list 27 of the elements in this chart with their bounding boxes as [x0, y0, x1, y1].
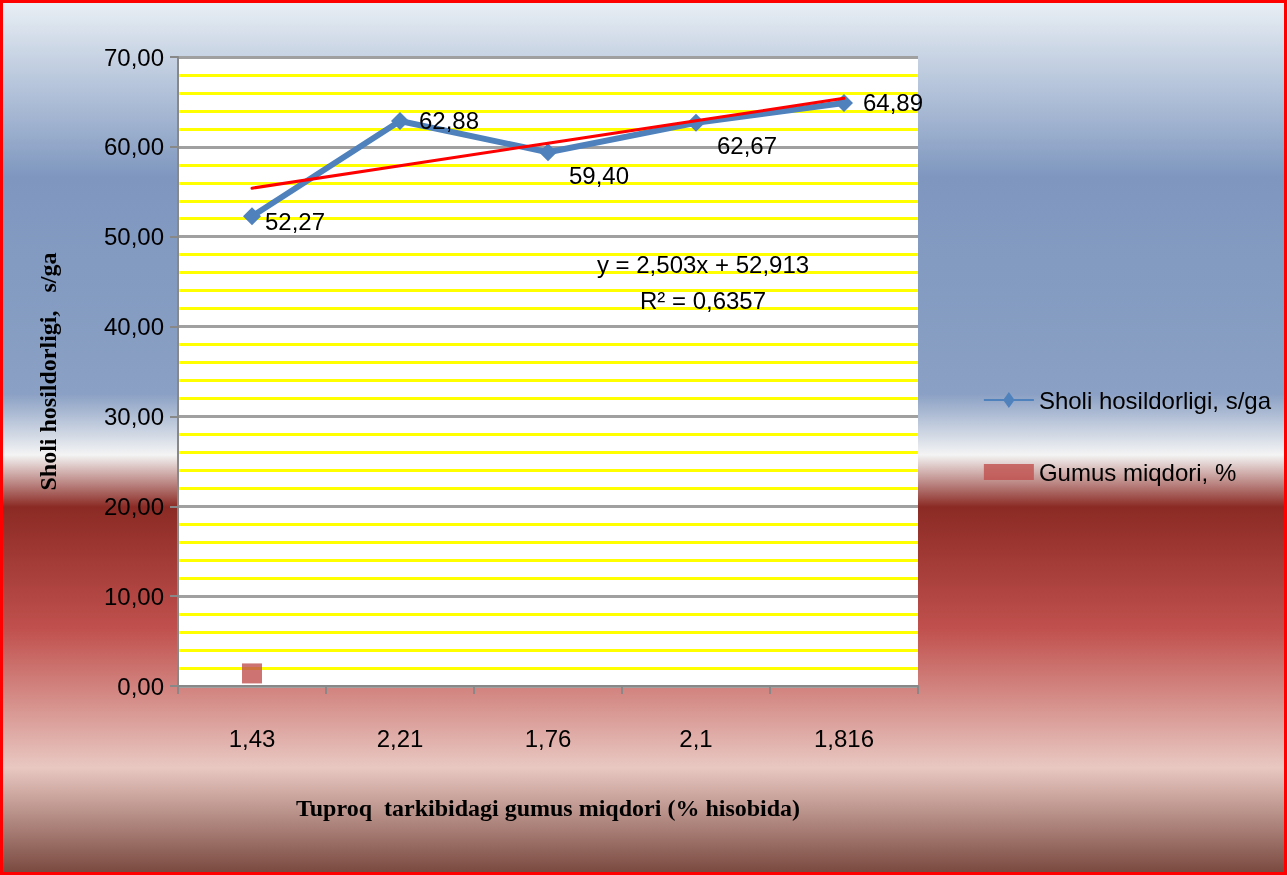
y-tick-label: 20,00: [103, 492, 164, 520]
y-tick-label: 40,00: [103, 313, 164, 341]
x-tick-label: 1,816: [813, 724, 875, 752]
point: [391, 111, 409, 130]
y-tick-label: 70,00: [103, 43, 164, 71]
point: [242, 663, 262, 684]
point: [539, 143, 557, 162]
x-axis-title: Tuproq tarkibidagi gumus miqdori (% hisobida): [295, 795, 801, 821]
annotation: y = 2,503x + 52,913: [596, 250, 810, 278]
y-tick-label: 0,00: [117, 672, 164, 700]
x-tick-label: 1,43: [228, 724, 276, 752]
x-tick-label: 2,21: [376, 724, 424, 752]
y-tick-label: 30,00: [103, 402, 164, 430]
data-label: 64,89: [863, 89, 924, 117]
x-tick-label: 2,1: [679, 724, 713, 752]
legend-label: Sholi hosildorligi, s/ga: [1038, 386, 1272, 414]
legend-label: Gumus miqdori, %: [1038, 458, 1237, 486]
x-tick-label: 1,76: [524, 724, 572, 752]
y-tick-label: 10,00: [103, 582, 164, 610]
point: [243, 207, 261, 226]
y-axis-title: Sholi hosildorligi, s/ga: [35, 252, 61, 491]
data-label: 62,88: [419, 107, 480, 135]
annotation: R² = 0,6357: [639, 286, 767, 314]
data-label: 59,40: [569, 161, 630, 189]
y-tick-label: 50,00: [103, 223, 164, 251]
data-label: 62,67: [717, 132, 778, 160]
y-tick-label: 60,00: [103, 133, 164, 161]
